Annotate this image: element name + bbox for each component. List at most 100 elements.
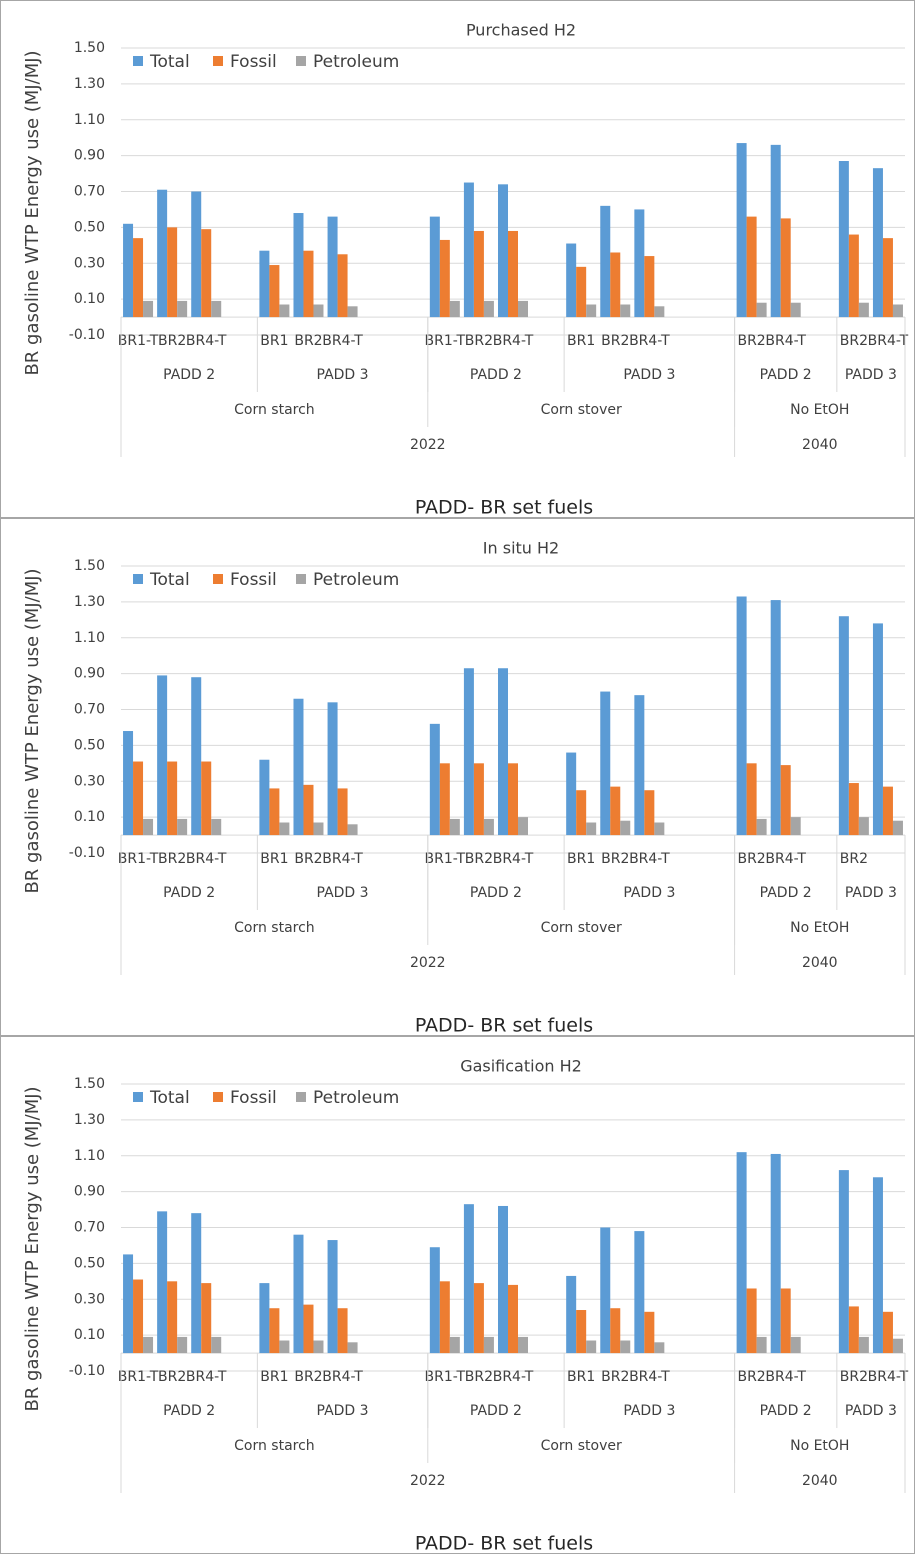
bar bbox=[518, 817, 528, 836]
bar bbox=[790, 302, 801, 318]
bar bbox=[566, 752, 577, 836]
bar bbox=[790, 1336, 801, 1354]
chart: Purchased H2 BR gasoline WTP Energy use (… bbox=[0, 0, 915, 519]
y-tick-label: 0.50 bbox=[74, 1255, 105, 1271]
bar bbox=[780, 765, 791, 836]
bar bbox=[654, 822, 665, 836]
group-label: No EtOH bbox=[790, 1438, 849, 1454]
x-tick-label: BR4-T bbox=[186, 851, 227, 867]
x-tick-label: BR2 bbox=[158, 1369, 186, 1385]
x-tick-label: BR2 bbox=[294, 851, 322, 867]
bar bbox=[473, 230, 484, 318]
bar bbox=[177, 818, 188, 836]
legend-label: Total bbox=[149, 1088, 190, 1108]
bar bbox=[872, 1177, 883, 1354]
bar bbox=[872, 623, 883, 836]
bar bbox=[157, 189, 168, 318]
y-tick-label: 0.30 bbox=[74, 255, 105, 271]
bar bbox=[736, 143, 747, 318]
bar bbox=[123, 731, 134, 836]
bar bbox=[211, 818, 222, 836]
group-label: 2022 bbox=[410, 437, 446, 453]
y-tick-label: 1.30 bbox=[74, 594, 105, 610]
x-tick-label: BR1-T bbox=[425, 851, 466, 867]
y-tick-label: -0.10 bbox=[69, 1363, 105, 1379]
bar bbox=[293, 213, 304, 318]
bar bbox=[429, 1247, 440, 1354]
x-tick-label: BR2 bbox=[465, 1369, 493, 1385]
x-tick-label: BR4-T bbox=[765, 333, 806, 349]
group-label: 2040 bbox=[802, 437, 838, 453]
bar bbox=[600, 205, 611, 318]
group-label: Corn stover bbox=[541, 920, 622, 936]
chart-title: Gasification H2 bbox=[460, 1057, 582, 1076]
group-label: PADD 2 bbox=[163, 367, 215, 383]
y-tick-label: 0.10 bbox=[74, 1327, 105, 1343]
bar bbox=[566, 243, 577, 318]
group-label: Corn stover bbox=[541, 1438, 622, 1454]
bar bbox=[327, 216, 338, 318]
bar bbox=[508, 763, 518, 836]
bar bbox=[610, 252, 621, 318]
x-tick-label: BR4-T bbox=[322, 851, 363, 867]
group-label: 2040 bbox=[802, 955, 838, 971]
y-tick-label: 1.30 bbox=[74, 1112, 105, 1128]
bar bbox=[508, 230, 518, 318]
bar bbox=[303, 784, 314, 836]
group-label: PADD 3 bbox=[317, 1403, 369, 1419]
bar bbox=[770, 600, 781, 836]
y-tick-label: 0.10 bbox=[74, 809, 105, 825]
group-label: No EtOH bbox=[790, 920, 849, 936]
bar bbox=[882, 786, 893, 836]
y-tick-label: 1.50 bbox=[74, 558, 105, 574]
x-tick-label: BR1-T bbox=[425, 1369, 466, 1385]
bar bbox=[133, 1279, 144, 1354]
x-tick-label: BR2 bbox=[840, 333, 868, 349]
bar bbox=[586, 822, 597, 836]
bar bbox=[654, 1342, 665, 1354]
bar bbox=[177, 300, 188, 318]
bar bbox=[634, 695, 645, 836]
x-tick-label: BR4-T bbox=[629, 333, 670, 349]
bar bbox=[838, 161, 849, 318]
bar bbox=[620, 304, 631, 318]
bar bbox=[167, 227, 178, 318]
bar bbox=[858, 1336, 869, 1354]
group-label: Corn starch bbox=[234, 920, 315, 936]
chart-title: Purchased H2 bbox=[466, 21, 576, 40]
bar bbox=[279, 304, 290, 318]
x-tick-label: BR4-T bbox=[322, 1369, 363, 1385]
bar bbox=[756, 1336, 767, 1354]
y-tick-label: 0.90 bbox=[74, 148, 105, 164]
bar bbox=[858, 817, 869, 836]
bar bbox=[439, 763, 450, 836]
group-label: 2040 bbox=[802, 1473, 838, 1489]
legend-label: Petroleum bbox=[313, 52, 399, 72]
x-tick-label: BR4-T bbox=[493, 1369, 534, 1385]
bar bbox=[790, 817, 801, 836]
y-axis-title: BR gasoline WTP Energy use (MJ/MJ) bbox=[22, 568, 43, 893]
bar bbox=[303, 1304, 314, 1354]
bar bbox=[449, 300, 460, 318]
group-label: 2022 bbox=[410, 1473, 446, 1489]
chart-title: In situ H2 bbox=[483, 539, 559, 558]
x-tick-label: BR4-T bbox=[493, 333, 534, 349]
group-label: PADD 2 bbox=[760, 885, 812, 901]
bar bbox=[848, 1306, 859, 1354]
bar bbox=[449, 1336, 460, 1354]
bar bbox=[473, 1283, 484, 1354]
group-label: No EtOH bbox=[790, 402, 849, 418]
bar bbox=[483, 1336, 494, 1354]
bar bbox=[143, 818, 154, 836]
group-label: Corn stover bbox=[541, 402, 622, 418]
group-label: PADD 3 bbox=[317, 885, 369, 901]
bar bbox=[586, 1340, 597, 1354]
bar bbox=[654, 306, 665, 318]
bar bbox=[211, 300, 222, 318]
bar bbox=[620, 1340, 631, 1354]
group-label: PADD 3 bbox=[623, 885, 675, 901]
bar bbox=[269, 265, 280, 318]
y-tick-label: 1.10 bbox=[74, 1148, 105, 1164]
bar bbox=[498, 1205, 508, 1354]
